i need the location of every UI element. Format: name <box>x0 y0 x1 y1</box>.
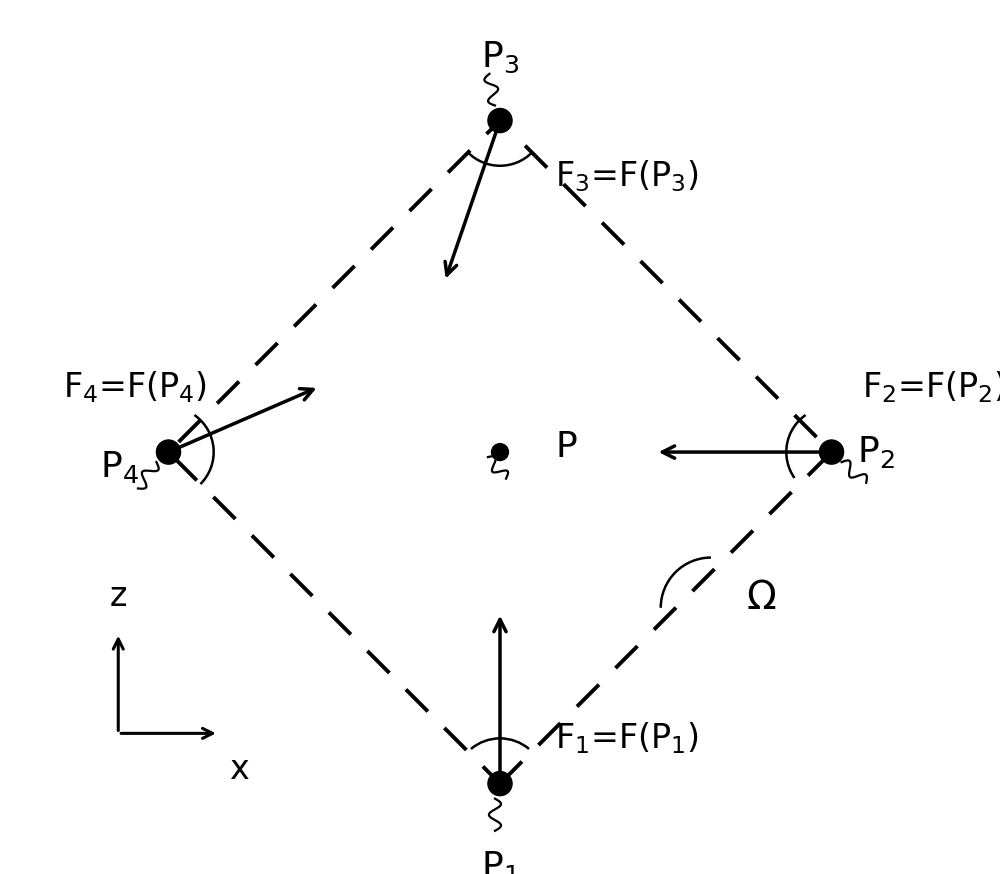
Circle shape <box>819 440 844 464</box>
Text: P$_4$: P$_4$ <box>100 449 138 485</box>
Circle shape <box>492 444 508 461</box>
Text: F$_3$=F(P$_3$): F$_3$=F(P$_3$) <box>555 158 699 194</box>
Text: F$_4$=F(P$_4$): F$_4$=F(P$_4$) <box>63 369 207 405</box>
Circle shape <box>156 440 181 464</box>
Text: $\Omega$: $\Omega$ <box>746 579 776 617</box>
Text: F$_2$=F(P$_2$): F$_2$=F(P$_2$) <box>862 369 1000 405</box>
Text: z: z <box>110 579 127 613</box>
Text: P$_2$: P$_2$ <box>857 434 894 470</box>
Circle shape <box>488 772 512 795</box>
Text: P$_1$: P$_1$ <box>481 849 519 874</box>
Text: x: x <box>229 753 249 787</box>
Text: P: P <box>555 430 577 464</box>
Circle shape <box>488 108 512 133</box>
Text: F$_1$=F(P$_1$): F$_1$=F(P$_1$) <box>555 720 699 756</box>
Text: P$_3$: P$_3$ <box>481 40 519 75</box>
